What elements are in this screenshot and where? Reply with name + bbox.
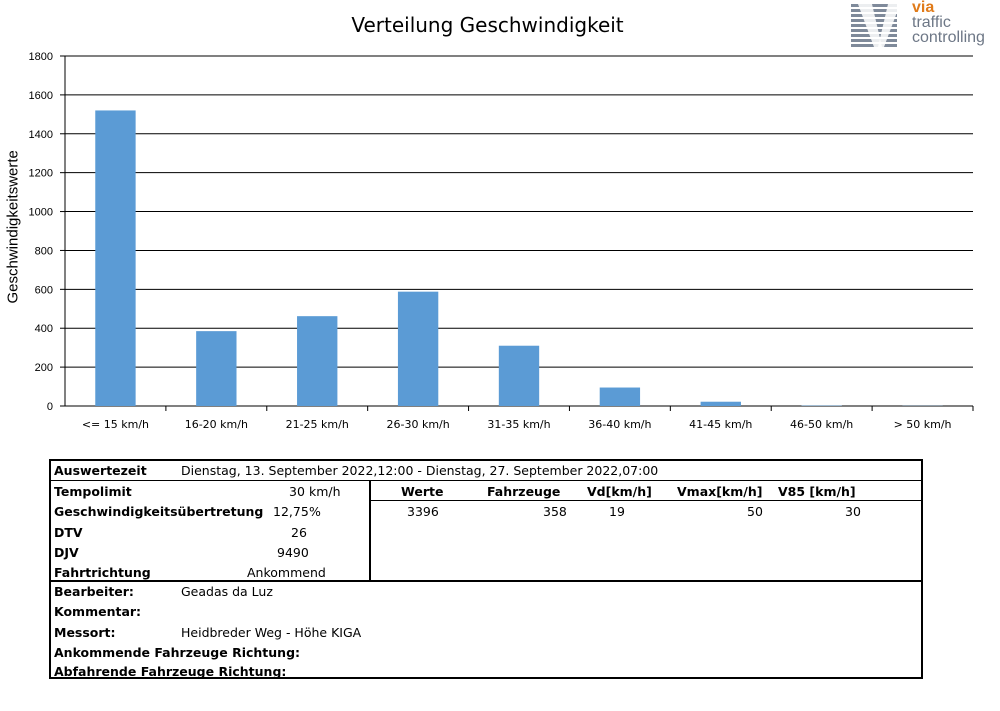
- djv-label: DJV: [54, 545, 79, 560]
- uebertretung-label: Geschwindigkeitsübertretung: [54, 504, 264, 519]
- x-tick-label: 31-35 km/h: [487, 418, 550, 431]
- abfahrend-label: Abfahrende Fahrzeuge Richtung:: [54, 664, 287, 679]
- bar: [599, 387, 641, 406]
- x-tick-label: <= 15 km/h: [82, 418, 149, 431]
- y-tick-label: 0: [47, 401, 53, 413]
- messort-value: Heidbreder Weg - Höhe KIGA: [181, 625, 362, 640]
- tempolimit-value: 30: [289, 484, 305, 499]
- divider: [371, 500, 921, 501]
- ankommend-label: Ankommende Fahrzeuge Richtung:: [54, 645, 301, 660]
- x-tick-label: > 50 km/h: [894, 418, 952, 431]
- logo-text: via traffic controlling: [912, 0, 985, 46]
- y-tick-label: 1000: [29, 207, 53, 219]
- stats-value-fahrzeuge: 358: [543, 504, 567, 519]
- tempolimit-label: Tempolimit: [54, 484, 132, 499]
- fahrtrichtung-value: Ankommend: [247, 565, 326, 580]
- logo-mark-icon: [851, 4, 900, 47]
- bearbeiter-label: Bearbeiter:: [54, 584, 134, 599]
- chart-title: Verteilung Geschwindigkeit: [351, 13, 624, 37]
- y-tick-label: 1600: [29, 90, 53, 102]
- bearbeiter-value: Geadas da Luz: [181, 584, 273, 599]
- y-tick-label: 800: [35, 245, 53, 257]
- kommentar-label: Kommentar:: [54, 604, 142, 619]
- djv-value: 9490: [277, 545, 309, 560]
- uebertretung-value: 12,75: [273, 504, 309, 519]
- auswertezeit-value: Dienstag, 13. September 2022,12:00 - Die…: [181, 463, 659, 478]
- stats-header-v85: V85 [km/h]: [778, 484, 856, 499]
- stats-header-vd: Vd[km/h]: [587, 484, 652, 499]
- bar: [297, 316, 338, 406]
- fahrtrichtung-label: Fahrtrichtung: [54, 565, 151, 580]
- dtv-label: DTV: [54, 525, 83, 540]
- x-tick-label: 36-40 km/h: [588, 418, 651, 431]
- bar-chart: 0 200 400 600 800 1000 1200 1400 1600 1800 <= 15 k…: [29, 51, 974, 431]
- y-tick-label: 600: [35, 284, 53, 296]
- dtv-value: 26: [291, 525, 307, 540]
- stats-value-vd: 19: [609, 504, 625, 519]
- logo-line-via: via: [912, 0, 935, 16]
- tempolimit-unit: km/h: [309, 484, 341, 499]
- stats-header-werte: Werte: [401, 484, 444, 499]
- divider: [51, 480, 921, 481]
- messort-label: Messort:: [54, 625, 116, 640]
- info-table: Auswertezeit Dienstag, 13. September 202…: [49, 459, 923, 679]
- y-tick-label: 200: [35, 362, 53, 374]
- stats-value-vmax: 50: [747, 504, 763, 519]
- stats-header-fahrzeuge: Fahrzeuge: [487, 484, 561, 499]
- x-tick-label: 41-45 km/h: [689, 418, 752, 431]
- y-tick-label: 1800: [29, 51, 53, 63]
- bar: [397, 291, 439, 406]
- y-tick-label: 1400: [29, 129, 53, 141]
- bar: [196, 331, 237, 406]
- uebertretung-unit: %: [309, 504, 321, 519]
- x-tick-label: 26-30 km/h: [386, 418, 449, 431]
- y-tick-label: 400: [35, 323, 53, 335]
- x-tick-label: 46-50 km/h: [790, 418, 853, 431]
- divider: [369, 481, 371, 580]
- divider: [51, 580, 921, 582]
- logo-line-traffic: traffic: [912, 14, 951, 31]
- y-tick-label: 1200: [29, 168, 53, 180]
- x-tick-label: 16-20 km/h: [185, 418, 248, 431]
- logo-line-controlling: controlling: [912, 29, 985, 46]
- stats-value-werte: 3396: [407, 504, 439, 519]
- bar: [498, 345, 540, 406]
- x-tick-label: 21-25 km/h: [286, 418, 349, 431]
- stats-value-v85: 30: [845, 504, 861, 519]
- stats-header-vmax: Vmax[km/h]: [677, 484, 763, 499]
- bar: [700, 401, 741, 406]
- auswertezeit-label: Auswertezeit: [54, 463, 147, 478]
- bar: [95, 110, 136, 406]
